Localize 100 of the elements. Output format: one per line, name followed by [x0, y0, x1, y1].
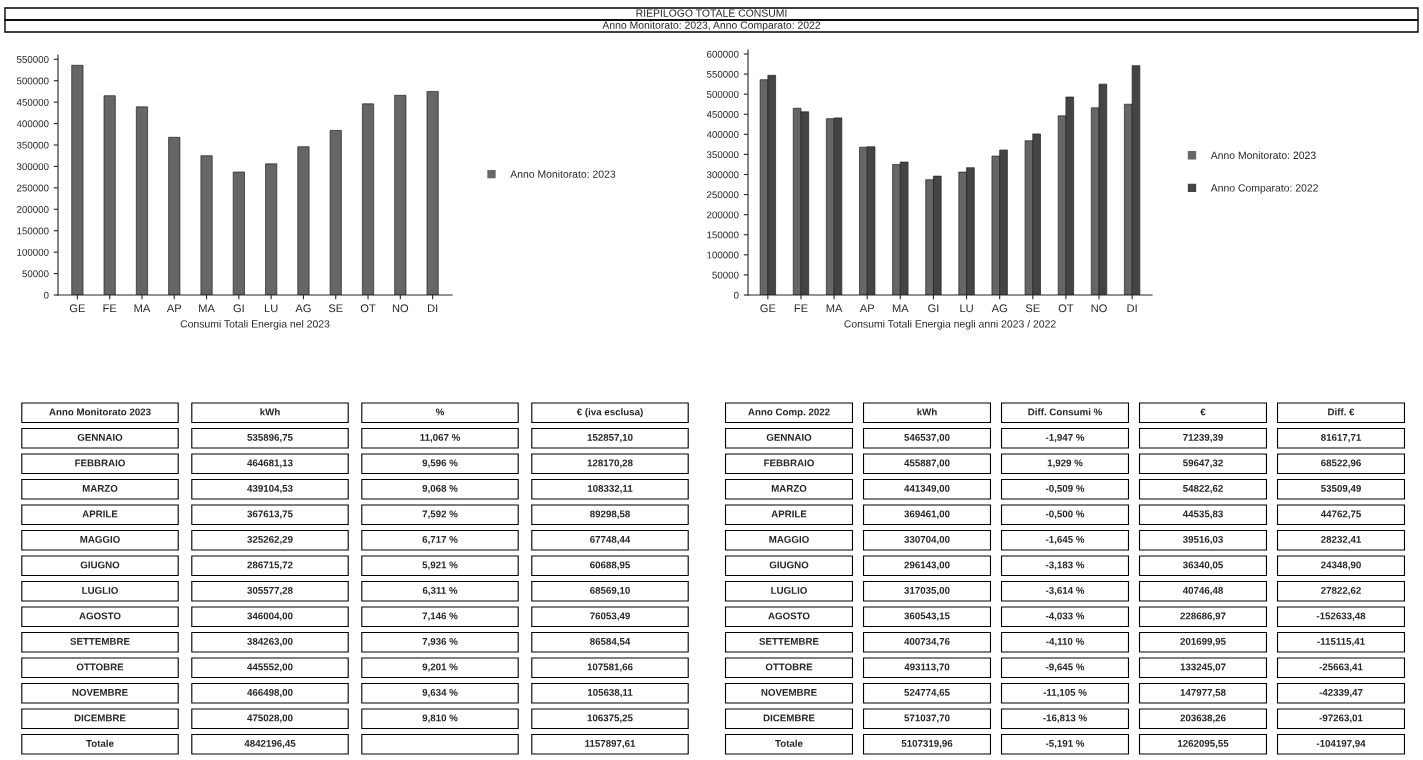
text: -0,509 %	[1045, 484, 1085, 494]
y-tick-label: 100000	[17, 248, 49, 256]
text: 128170,28	[587, 459, 633, 468]
category-label: APRILE	[82, 510, 118, 518]
text: -4,110 %	[1046, 637, 1084, 647]
text: 27822,62	[1321, 586, 1361, 596]
category-label: MARZO	[771, 484, 807, 492]
text: 24348,90	[1321, 561, 1361, 570]
text: 346004,00	[247, 612, 293, 621]
text: 524774,65	[904, 688, 950, 698]
y-tick-label: 450000	[706, 111, 739, 118]
x-tick-label: AP	[859, 304, 875, 313]
category-label: SETTEMBRE	[70, 637, 130, 645]
category-label: DICEMBRE	[74, 714, 126, 722]
x-tick-label: FE	[794, 304, 808, 313]
category-label: € (iva esclusa)	[576, 408, 643, 418]
text: 475028,00	[247, 714, 293, 723]
x-tick-label: GE	[760, 304, 776, 313]
y-tick-label: 300000	[16, 163, 49, 171]
category-label: AGOSTO	[768, 612, 810, 620]
category-label: Totale	[775, 739, 803, 747]
category-label: MAGGIO	[769, 535, 809, 543]
legend-label: Anno Comparato: 2022	[1210, 184, 1318, 194]
x-tick-label: AG	[295, 304, 311, 313]
category-label: LUGLIO	[82, 586, 118, 594]
text: 384263,00	[247, 637, 293, 647]
x-tick-label: DI	[1127, 304, 1137, 313]
x-tick-label: SE	[328, 304, 343, 313]
y-tick-label: 550000	[706, 70, 739, 78]
text: 9,596 %	[422, 459, 458, 468]
text: -9,645 %	[1045, 663, 1085, 672]
text: 367613,75	[247, 510, 293, 519]
text: 6,717 %	[422, 535, 458, 545]
category-label: LUGLIO	[771, 586, 807, 594]
text: 7,146 %	[422, 612, 458, 621]
text: 445552,00	[247, 663, 293, 672]
text: 11,067 %	[420, 433, 461, 443]
x-tick-label: AG	[991, 304, 1007, 313]
text: 68569,10	[590, 586, 630, 596]
y-tick-label: 400000	[16, 120, 49, 128]
text: 4842196,45	[244, 739, 296, 749]
text: 36340,05	[1182, 561, 1224, 570]
text: 9,068 %	[422, 484, 458, 494]
y-tick-label: 350000	[706, 151, 739, 159]
y-tick-label: 300000	[706, 171, 739, 179]
text: 86584,54	[590, 637, 631, 647]
x-tick-label: GI	[928, 304, 939, 313]
category-label: FEBBRAIO	[764, 459, 814, 467]
category-label: Totale	[86, 739, 114, 747]
text: 71239,39	[1183, 433, 1223, 443]
text: -0,500 %	[1045, 510, 1085, 519]
text: 133245,07	[1180, 663, 1226, 672]
category-label: OTTOBRE	[76, 663, 124, 671]
text: Anno Monitorato: 2023, Anno Comparato: 2022	[602, 21, 821, 31]
y-tick-label: 250000	[707, 191, 739, 199]
text: 39516,03	[1182, 535, 1223, 545]
category-label: kWh	[917, 408, 937, 416]
text: -4,033 %	[1045, 612, 1085, 621]
category-label: AGOSTO	[79, 612, 121, 620]
text: 360543,15	[904, 612, 950, 621]
text: 5107319,96	[901, 739, 953, 749]
text: 40746,48	[1182, 586, 1223, 596]
category-label: NOVEMBRE	[761, 688, 817, 696]
text: 147977,58	[1180, 688, 1226, 698]
x-tick-label: FE	[103, 304, 117, 313]
text: 67748,44	[590, 535, 631, 545]
category-label: GENNAIO	[766, 433, 812, 441]
x-tick-label: LU	[264, 304, 278, 313]
text: 44535,83	[1182, 510, 1223, 519]
category-label: APRILE	[771, 510, 807, 518]
text: -5,191 %	[1045, 739, 1085, 749]
category-label: GIUGNO	[80, 561, 120, 569]
text: 493113,70	[904, 663, 950, 672]
category-label: Diff. €	[1328, 408, 1355, 416]
x-tick-label: MA	[199, 304, 215, 313]
text: 546537,00	[904, 433, 950, 443]
y-tick-label: 500000	[16, 77, 49, 85]
x-tick-label: MA	[134, 304, 151, 313]
text: 228686,97	[1180, 612, 1226, 621]
text: 571037,70	[904, 714, 950, 723]
text: 400734,76	[904, 637, 950, 647]
text: 59647,32	[1183, 459, 1223, 468]
text: -104197,94	[1316, 739, 1366, 749]
y-tick-label: 250000	[17, 184, 49, 192]
text: 305577,28	[247, 586, 293, 596]
text: 53509,49	[1321, 484, 1361, 494]
text: 108332,11	[587, 484, 633, 494]
text: 1157897,61	[585, 739, 636, 749]
category-label: GIUGNO	[769, 561, 809, 569]
x-tick-label: MA	[892, 304, 909, 313]
x-tick-label: AP	[166, 304, 182, 313]
y-tick-label: 50000	[22, 270, 49, 278]
text: 152857,10	[587, 433, 633, 443]
y-tick-label: 0	[43, 291, 49, 299]
y-tick-label: 150000	[707, 231, 739, 239]
text: 107581,66	[587, 663, 633, 672]
category-label: kWh	[260, 408, 280, 416]
text: 7,936 %	[422, 637, 458, 647]
y-tick-label: 150000	[17, 227, 49, 235]
text: 466498,00	[247, 688, 293, 698]
